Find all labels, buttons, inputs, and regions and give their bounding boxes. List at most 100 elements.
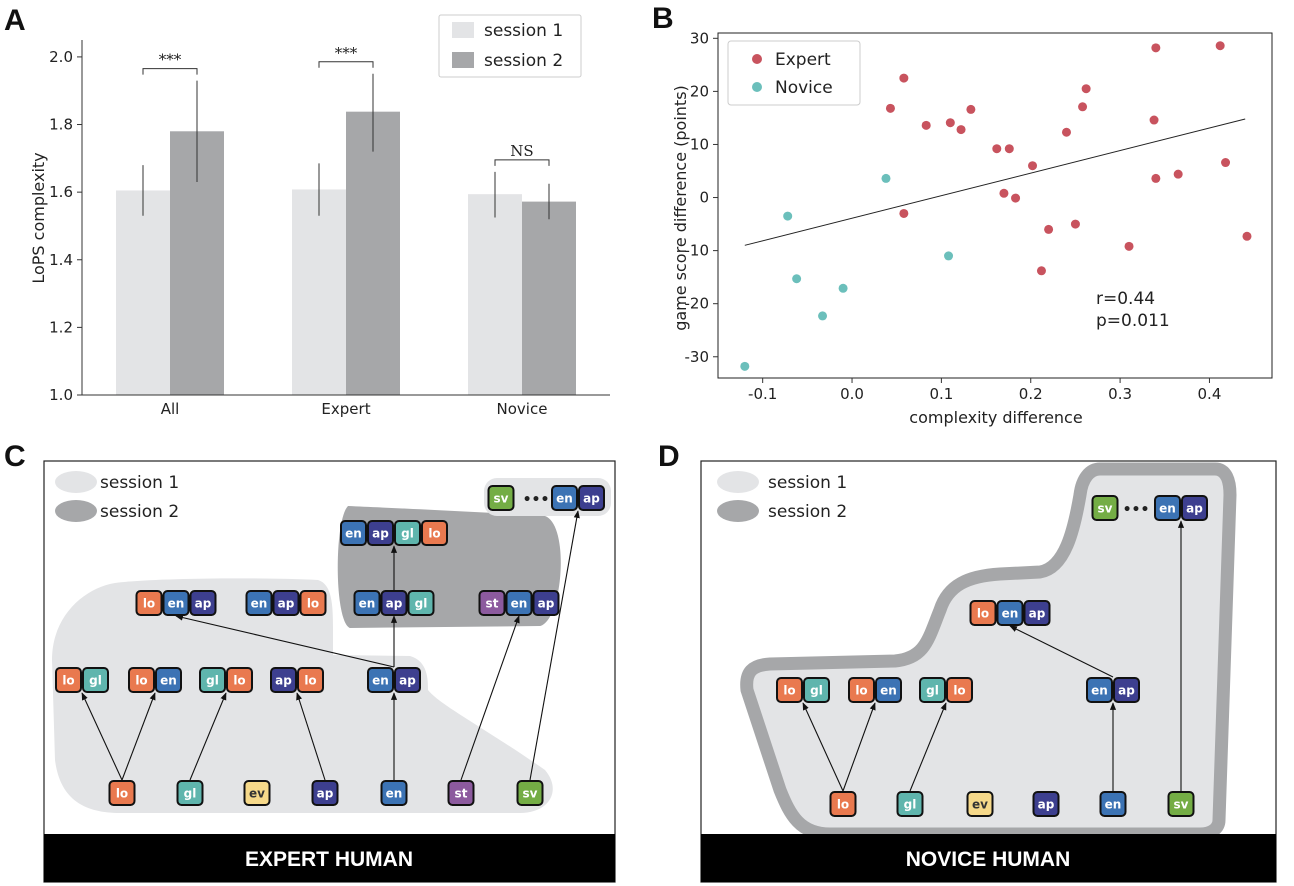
token-label-gl: gl [926,684,939,698]
point-expert [1215,41,1225,51]
novice-node-lo-en: lo en [848,677,902,703]
expert-node-lo-en-ap: lo en ap [135,590,217,616]
bar-novice-session1 [468,194,522,395]
novice-node-lo: lo [829,791,857,817]
y-tick-label: 1.6 [49,183,73,201]
point-expert [899,208,909,218]
legend-label-expert: Expert [775,50,831,70]
token-label-gl: gl [89,674,102,688]
legend-label-session1: session 1 [100,473,179,493]
token-box-lo [226,667,253,693]
token-box-ev [966,791,994,817]
token-box-lo [55,667,82,693]
y-axis-label: game score difference (points) [671,85,690,331]
novice-node-lo-gl: lo gl [776,677,830,703]
token-label-en: en [168,597,185,611]
y-tick-label: -20 [685,295,710,313]
token-label-gl: gl [415,597,428,611]
expert-node-lo: lo [108,780,136,806]
footer-bar [701,834,1276,882]
token-label-en: en [359,597,376,611]
token-label-en: en [386,787,403,801]
token-box-ap [1181,495,1208,521]
token-label-en: en [160,674,177,688]
token-label-ap: ap [275,674,292,688]
y-tick-label: 1.4 [49,251,73,269]
token-label-en: en [556,492,573,506]
expert-node-ap-lo: ap lo [270,667,324,693]
token-box-ap [578,485,605,511]
token-label-en: en [372,674,389,688]
session1-region [52,578,553,813]
token-box-lo [128,667,155,693]
token-label-en: en [345,527,362,541]
token-label-st: st [486,597,499,611]
expert-node-en-ap-gl-lo: en ap gl lo [340,520,448,546]
point-expert [992,144,1002,154]
token-label-lo: lo [428,527,440,541]
token-box-en [875,677,902,703]
novice-edge [842,702,876,792]
token-label-ap: ap [538,597,555,611]
point-novice [838,283,848,293]
legend-label-session2: session 2 [768,502,847,522]
token-box-ap [1023,600,1051,626]
x-tick-label: 0.1 [929,385,953,403]
novice-node-en-ap: en ap [1086,677,1140,703]
expert-node-en: en [380,780,408,806]
point-novice [783,211,793,221]
legend-marker-expert [752,54,762,64]
bar-novice-session2 [522,201,576,395]
token-label-en: en [1159,502,1176,516]
session1-and-session2-region [740,462,1237,841]
expert-node-lo-gl: lo gl [55,667,109,693]
token-box-lo [829,791,857,817]
token-box-en [551,485,578,511]
token-box-gl [407,590,435,616]
token-box-lo [946,677,973,703]
token-box-sv [516,780,544,806]
token-label-ap: ap [1029,607,1046,621]
token-box-lo [299,590,327,616]
point-expert [1151,173,1161,183]
expert-node-sv: sv [487,485,515,511]
novice-node-en-ap: en ap [1154,495,1208,521]
token-box-ev [243,780,271,806]
token-box-sv [487,485,515,511]
token-label-sv: sv [1098,502,1113,516]
y-tick-label: 1.2 [49,318,73,336]
expert-node-lo-en: lo en [128,667,182,693]
expert-node-gl: gl [176,780,204,806]
point-expert [1081,84,1091,94]
token-label-en: en [1002,607,1019,621]
token-box-ap [380,590,408,616]
token-label-lo: lo [233,674,245,688]
expert-node-en-ap: en ap [551,485,605,511]
legend-swatch-session2 [55,500,97,522]
token-box-en [367,667,394,693]
y-tick-label: 0 [699,189,709,207]
token-label-en: en [511,597,528,611]
bar-all-session1 [116,190,170,395]
y-tick-label: -30 [685,348,710,366]
point-expert [1149,115,1159,125]
x-tick-label: 0.4 [1198,385,1222,403]
token-box-ap [311,780,339,806]
token-label-en: en [880,684,897,698]
point-expert [966,104,976,114]
expert-edge [296,692,326,781]
token-box-lo [776,677,803,703]
token-box-gl [199,667,226,693]
token-box-lo [297,667,324,693]
token-box-en [353,590,381,616]
token-label-st: st [455,787,468,801]
token-box-gl [896,791,924,817]
expert-edge [460,615,520,781]
significance-label: *** [159,51,182,69]
x-tick-label: Novice [497,400,548,418]
legend-swatch-session1 [717,471,759,493]
legend-label-session2: session 2 [484,51,563,71]
point-expert [1124,241,1134,251]
